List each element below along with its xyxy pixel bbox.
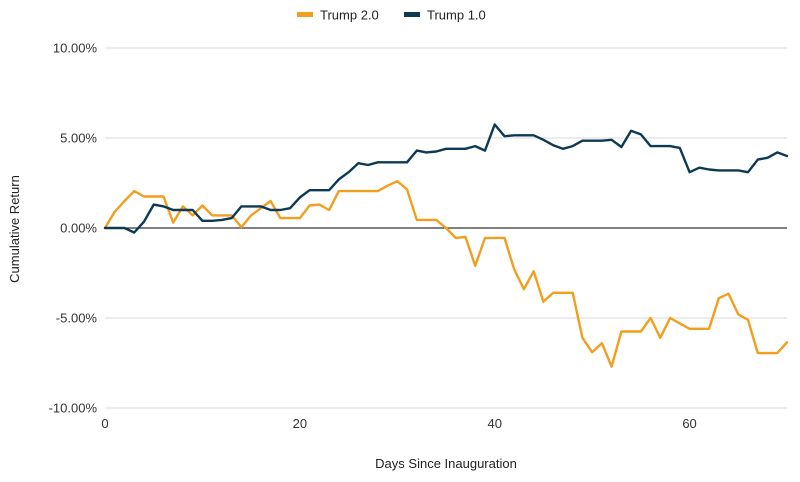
y-axis-title: Cumulative Return — [7, 175, 22, 283]
series-line-2 — [103, 123, 789, 234]
series-lines — [103, 123, 789, 368]
y-tick-label: -10.00% — [49, 401, 98, 416]
y-tick-label: 10.00% — [53, 41, 98, 56]
y-tick-label: 0.00% — [60, 221, 97, 236]
legend: Trump 2.0 Trump 1.0 — [297, 8, 486, 23]
legend-label: Trump 1.0 — [427, 8, 486, 23]
legend-label: Trump 2.0 — [320, 8, 379, 23]
y-tick-label: -5.00% — [56, 311, 98, 326]
x-axis-ticks: 0 20 40 60 — [101, 416, 696, 431]
series-line-1 — [103, 180, 789, 368]
y-tick-label: 5.00% — [60, 131, 97, 146]
x-axis-title: Days Since Inauguration — [375, 456, 517, 471]
x-tick-label: 20 — [293, 416, 307, 431]
x-tick-label: 60 — [682, 416, 696, 431]
x-tick-label: 40 — [487, 416, 501, 431]
legend-swatch — [297, 12, 313, 17]
y-axis-ticks: 10.00% 5.00% 0.00% -5.00% -10.00% — [49, 41, 98, 416]
x-tick-label: 0 — [101, 416, 108, 431]
legend-swatch — [404, 12, 420, 17]
